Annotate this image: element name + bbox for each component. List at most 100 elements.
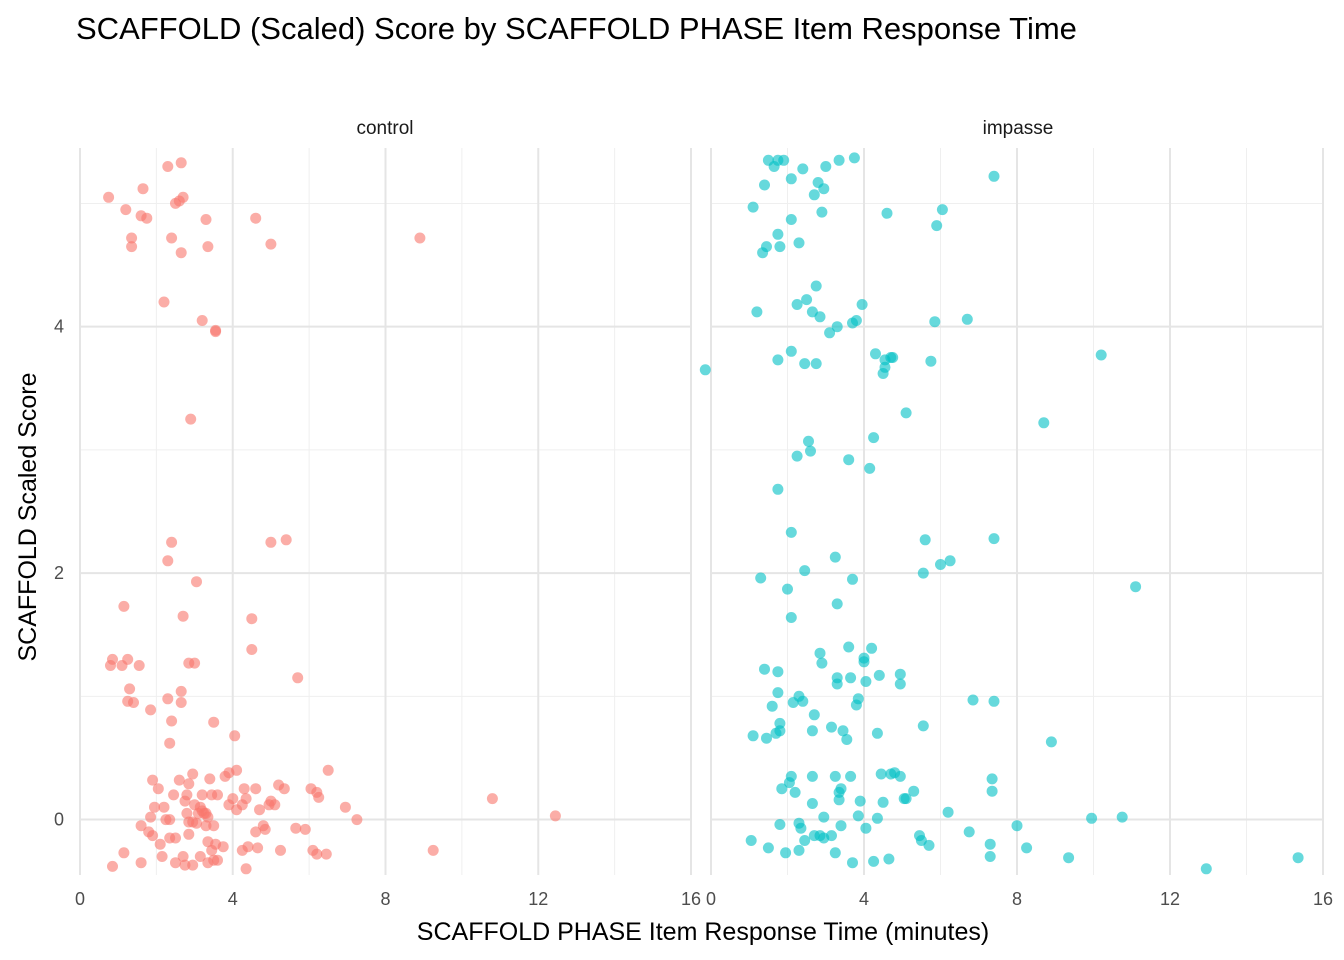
data-point-control: [164, 814, 176, 826]
data-point-impasse: [774, 819, 786, 830]
data-point-impasse: [894, 770, 906, 782]
data-point-control: [246, 644, 258, 655]
data-point-control: [263, 799, 275, 811]
data-point-impasse: [799, 565, 811, 577]
data-point-impasse: [984, 838, 996, 850]
data-point-control: [120, 204, 132, 216]
data-point-impasse: [988, 533, 1000, 545]
data-point-control: [162, 555, 174, 567]
data-point-impasse: [848, 152, 860, 164]
data-point-impasse: [803, 435, 814, 447]
data-point-control: [250, 826, 262, 838]
data-point-impasse: [1021, 842, 1033, 854]
data-point-impasse: [785, 214, 797, 225]
data-point-control: [202, 857, 214, 869]
x-tick-label: 16: [1313, 889, 1333, 909]
data-point-impasse: [988, 695, 1000, 707]
data-point-impasse: [755, 572, 767, 584]
data-point-impasse: [925, 355, 937, 367]
x-tick-label: 12: [528, 889, 548, 909]
data-point-control: [196, 789, 208, 801]
data-point-impasse: [762, 842, 774, 854]
data-point-impasse: [785, 526, 797, 538]
data-point-control: [238, 783, 250, 795]
data-point-impasse: [833, 794, 845, 806]
data-point-control: [166, 715, 178, 727]
data-point-control: [202, 241, 214, 253]
data-point-control: [311, 848, 323, 860]
data-point-control: [212, 854, 223, 866]
x-tick-label: 0: [75, 889, 85, 909]
panel-control: control: [79, 118, 692, 875]
data-point-impasse: [778, 154, 790, 166]
data-point-impasse: [791, 299, 803, 310]
data-point-impasse: [780, 847, 792, 859]
data-point-control: [107, 860, 118, 872]
data-point-impasse: [931, 220, 943, 232]
x-tick-label: 12: [1160, 889, 1180, 909]
x-tick-label: 4: [228, 889, 238, 909]
data-point-control: [137, 183, 149, 195]
data-point-impasse: [772, 228, 784, 240]
data-point-impasse: [814, 647, 826, 659]
data-point-control: [177, 851, 189, 862]
data-point-control: [196, 315, 208, 326]
data-point-impasse: [826, 830, 837, 842]
data-point-impasse: [797, 163, 809, 175]
data-point-impasse: [847, 857, 858, 869]
data-point-impasse: [929, 316, 941, 328]
data-point-impasse: [860, 822, 872, 834]
data-point-control: [229, 730, 241, 742]
data-point-impasse: [747, 730, 759, 742]
data-point-impasse: [1292, 852, 1304, 864]
data-point-control: [549, 810, 561, 822]
data-point-control: [168, 789, 180, 801]
data-point-control: [175, 685, 187, 697]
data-point-impasse: [772, 354, 784, 366]
data-point-impasse: [856, 299, 868, 310]
data-point-control: [118, 600, 130, 612]
data-point-control: [242, 841, 254, 853]
data-point-control: [175, 697, 187, 708]
data-point-impasse: [776, 783, 788, 795]
data-point-impasse: [986, 785, 998, 797]
data-point-control: [280, 534, 292, 546]
data-point-impasse: [845, 770, 857, 782]
data-point-control: [158, 801, 170, 813]
data-point-control: [187, 768, 199, 780]
data-point-control: [194, 851, 206, 862]
data-point-impasse: [881, 207, 893, 219]
x-tick-label: 16: [681, 889, 701, 909]
data-point-control: [292, 672, 304, 684]
data-point-impasse: [829, 847, 841, 859]
data-point-control: [191, 576, 202, 588]
data-point-control: [183, 778, 195, 790]
data-point-control: [427, 844, 439, 856]
data-point-impasse: [887, 352, 899, 363]
data-point-impasse: [829, 551, 841, 563]
data-point-impasse: [883, 853, 895, 865]
data-point-control: [105, 660, 116, 671]
data-point-impasse: [747, 201, 759, 213]
data-point-impasse: [789, 786, 801, 798]
data-point-control: [122, 653, 134, 665]
x-tick-label: 8: [380, 889, 390, 909]
data-point-impasse: [829, 770, 841, 782]
x-axis-ticks: 0 4 8 12 16 0 4 8 12 16: [75, 889, 1333, 909]
data-point-control: [219, 770, 231, 782]
data-point-impasse: [967, 694, 979, 706]
data-point-control: [158, 296, 170, 308]
data-point-impasse: [806, 770, 818, 782]
data-point-impasse: [759, 179, 770, 191]
data-point-impasse: [1116, 811, 1128, 823]
data-point-control: [179, 795, 191, 807]
data-point-control: [145, 704, 157, 716]
data-point-control: [259, 823, 271, 835]
data-point-impasse: [785, 612, 797, 623]
data-point-control: [204, 773, 216, 785]
y-tick-label: 2: [54, 563, 64, 583]
y-axis-ticks: 0 2 4: [54, 317, 64, 830]
data-point-impasse: [936, 204, 948, 216]
data-point-impasse: [805, 445, 816, 457]
